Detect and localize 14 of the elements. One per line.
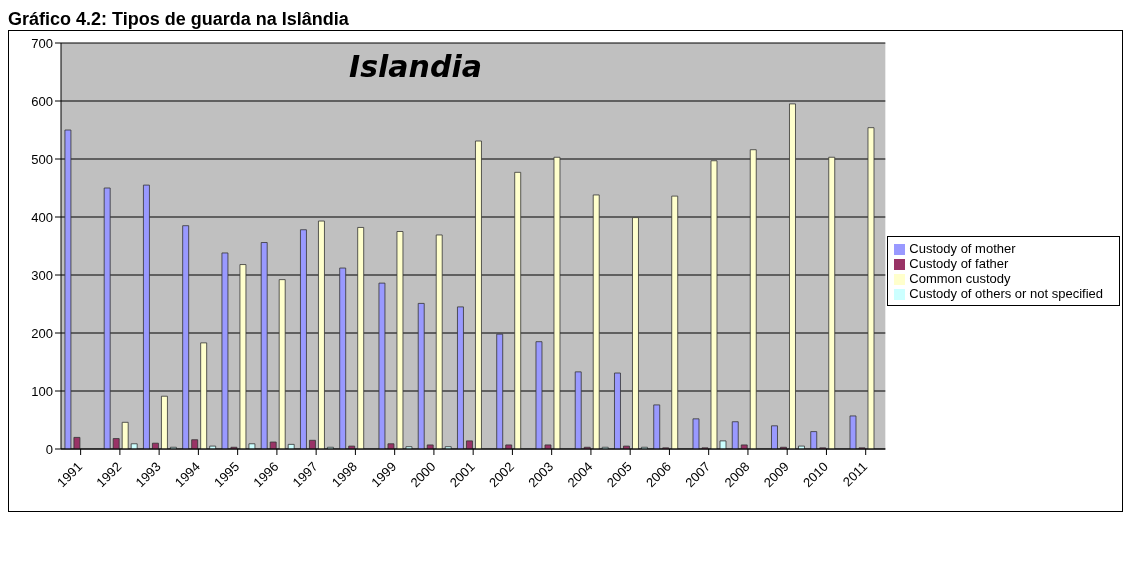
y-tick-label: 600 [31,93,53,109]
chart-subtitle: Islandia [349,49,482,84]
legend-label: Custody of mother [909,241,1016,256]
y-tick-label: 500 [31,151,53,167]
y-tick-label: 300 [31,267,53,283]
y-tick-label: 0 [45,441,53,457]
chart-title: Gráfico 4.2: Tipos de guarda na Islândia [8,8,350,30]
y-tick-label: 400 [31,209,53,225]
legend-label: Custody of father [909,256,1009,271]
legend-label: Custody of others or not specified [909,286,1103,301]
y-tick-label: 100 [31,383,53,399]
legend-label: Common custody [909,271,1011,286]
y-tick-label: 200 [31,325,53,341]
y-tick-label: 700 [31,35,53,51]
